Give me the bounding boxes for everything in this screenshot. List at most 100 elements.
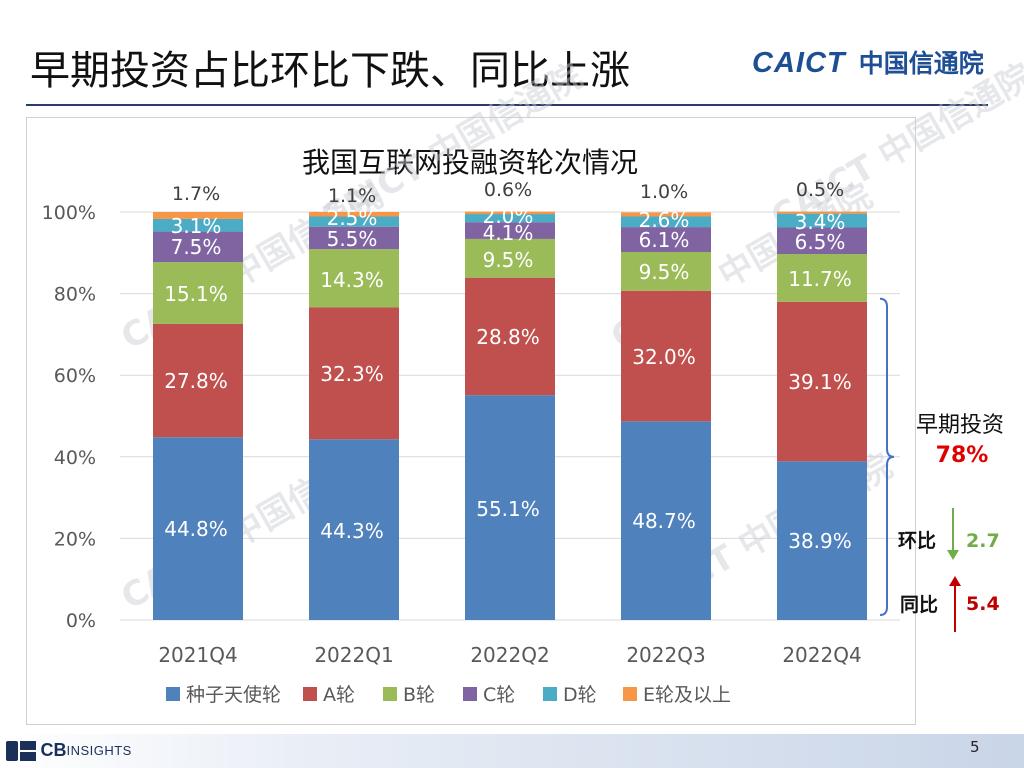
x-tick-label: 2022Q3 — [626, 643, 705, 667]
bar-segment — [777, 211, 867, 214]
legend-swatch — [463, 687, 477, 701]
bar-segment — [465, 211, 555, 215]
data-label: 1.1% — [328, 185, 376, 207]
yoy-label: 同比 — [900, 594, 938, 616]
data-label: 4.1% — [483, 221, 534, 245]
data-label: 28.8% — [476, 325, 540, 349]
bar-segment — [153, 231, 243, 263]
data-label: 11.7% — [788, 267, 852, 291]
x-tick-label: 2022Q2 — [470, 643, 549, 667]
data-label: 1.7% — [172, 183, 220, 205]
bar-segment — [153, 437, 243, 620]
legend-swatch — [303, 687, 317, 701]
logo-caict-text: CAICT — [752, 47, 846, 79]
early-stage-value: 78% — [936, 443, 989, 468]
bar-segment — [777, 301, 867, 462]
x-tick-label: 2022Q1 — [314, 643, 393, 667]
bar-segment — [777, 461, 867, 620]
data-label: 3.1% — [171, 214, 222, 238]
cb-logo-sub: INSIGHTS — [66, 743, 132, 758]
bar-segment — [621, 421, 711, 620]
cb-logo-main: CB — [40, 740, 67, 760]
chart-title: 我国互联网投融资轮次情况 — [302, 146, 638, 179]
bar-segment — [465, 395, 555, 620]
x-tick-label: 2022Q4 — [782, 643, 861, 667]
bar-segment — [309, 226, 399, 250]
bar-segment — [309, 212, 399, 217]
bar-segment — [153, 323, 243, 438]
page-title: 早期投资占比环比下跌、同比上涨 — [30, 48, 630, 94]
legend-label: A轮 — [323, 684, 355, 706]
yoy-value: 5.4 — [966, 593, 1000, 615]
data-label: 3.4% — [795, 210, 846, 234]
data-label: 2.0% — [483, 204, 534, 228]
data-label: 44.8% — [164, 517, 228, 541]
data-label: 9.5% — [483, 248, 534, 272]
data-label: 55.1% — [476, 497, 540, 521]
bar-segment — [621, 216, 711, 228]
bar-segment — [777, 227, 867, 255]
footer-band — [0, 734, 1024, 768]
y-tick-label: 0% — [66, 610, 96, 632]
bar-segment — [309, 307, 399, 440]
y-tick-label: 20% — [54, 528, 96, 550]
legend-label: 种子天使轮 — [186, 684, 281, 706]
data-label: 1.0% — [640, 181, 688, 203]
data-label: 48.7% — [632, 509, 696, 533]
cb-insights-icon — [6, 740, 36, 761]
bar-segment — [777, 254, 867, 302]
data-label: 0.6% — [484, 179, 532, 201]
legend-label: E轮及以上 — [643, 684, 731, 706]
legend-label: D轮 — [563, 684, 597, 706]
page-number: 5 — [970, 738, 980, 756]
cb-insights-logo: CBINSIGHTS — [6, 740, 132, 761]
data-label: 6.1% — [639, 228, 690, 252]
data-label: 6.5% — [795, 230, 846, 254]
legend-swatch — [166, 687, 180, 701]
data-label: 9.5% — [639, 260, 690, 284]
data-label: 32.0% — [632, 345, 696, 369]
data-label: 15.1% — [164, 282, 228, 306]
bar-segment — [777, 213, 867, 228]
data-label: 27.8% — [164, 369, 228, 393]
bar-segment — [153, 218, 243, 232]
x-tick-label: 2021Q4 — [158, 643, 237, 667]
qoq-label: 环比 — [898, 530, 936, 552]
y-tick-label: 60% — [54, 365, 96, 387]
caict-logo: CAICT 中国信通院 — [752, 44, 984, 80]
legend-label: C轮 — [483, 684, 515, 706]
data-label: 14.3% — [320, 268, 384, 292]
data-label: 39.1% — [788, 370, 852, 394]
bar-segment — [465, 214, 555, 223]
legend-label: B轮 — [403, 684, 435, 706]
y-tick-label: 100% — [42, 202, 96, 224]
legend-swatch — [623, 687, 637, 701]
y-tick-label: 80% — [54, 284, 96, 306]
bar-segment — [153, 212, 243, 219]
bar-segment — [465, 277, 555, 396]
title-divider — [26, 104, 988, 106]
data-label: 2.5% — [327, 206, 378, 230]
data-label: 38.9% — [788, 529, 852, 553]
data-label: 5.5% — [327, 227, 378, 251]
data-label: 0.5% — [796, 179, 844, 201]
bar-segment — [621, 227, 711, 252]
qoq-arrow-down-icon — [947, 550, 959, 560]
bar-segment — [309, 249, 399, 308]
early-stage-bracket — [879, 297, 895, 616]
bar-segment — [153, 262, 243, 324]
qoq-value: 2.7 — [966, 530, 1000, 552]
logo-cn-text: 中国信通院 — [858, 49, 984, 78]
yoy-arrow-up-icon — [949, 576, 961, 586]
bar-segment — [465, 238, 555, 278]
data-label: 2.6% — [639, 208, 690, 232]
bar-segment — [621, 290, 711, 422]
legend-swatch — [383, 687, 397, 701]
data-label: 32.3% — [320, 362, 384, 386]
legend-swatch — [543, 687, 557, 701]
data-label: 7.5% — [171, 235, 222, 259]
bar-segment — [621, 212, 711, 217]
bar-segment — [309, 216, 399, 227]
early-stage-label: 早期投资 — [916, 413, 1004, 438]
